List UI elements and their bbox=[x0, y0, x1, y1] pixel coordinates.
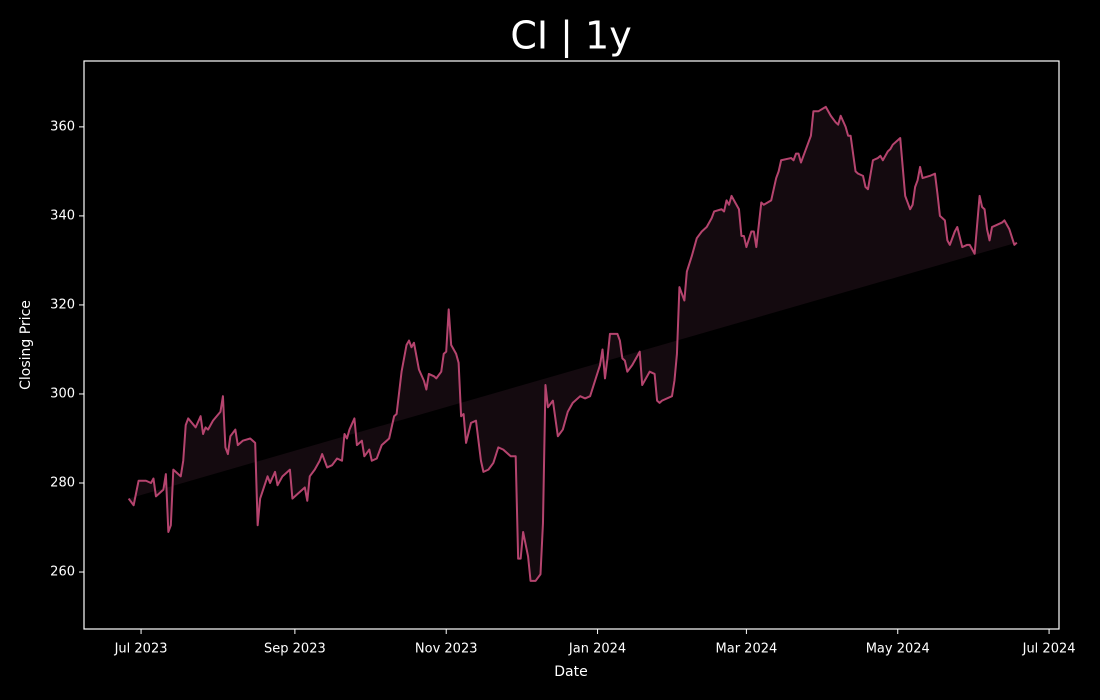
x-tick-label: Nov 2023 bbox=[415, 642, 478, 657]
x-tick-label: Jan 2024 bbox=[568, 642, 626, 657]
x-tick-label: May 2024 bbox=[866, 642, 930, 657]
y-tick-label: 320 bbox=[50, 297, 75, 312]
y-tick-label: 300 bbox=[50, 386, 75, 401]
x-tick-label: Jul 2023 bbox=[114, 642, 168, 657]
y-tick-label: 260 bbox=[50, 565, 75, 580]
chart-title: CI | 1y bbox=[510, 14, 631, 59]
y-axis-label: Closing Price bbox=[18, 300, 34, 390]
area-fill bbox=[128, 106, 1017, 581]
x-tick-label: Sep 2023 bbox=[264, 642, 326, 657]
x-axis-label: Date bbox=[554, 664, 587, 680]
y-tick-label: 360 bbox=[50, 119, 75, 134]
x-tick-label: Jul 2024 bbox=[1022, 642, 1076, 657]
y-tick-label: 280 bbox=[50, 475, 75, 490]
price-line bbox=[127, 105, 1018, 582]
plot-frame bbox=[83, 60, 1060, 630]
x-tick-label: Mar 2024 bbox=[716, 642, 778, 657]
y-tick-label: 340 bbox=[50, 208, 75, 223]
